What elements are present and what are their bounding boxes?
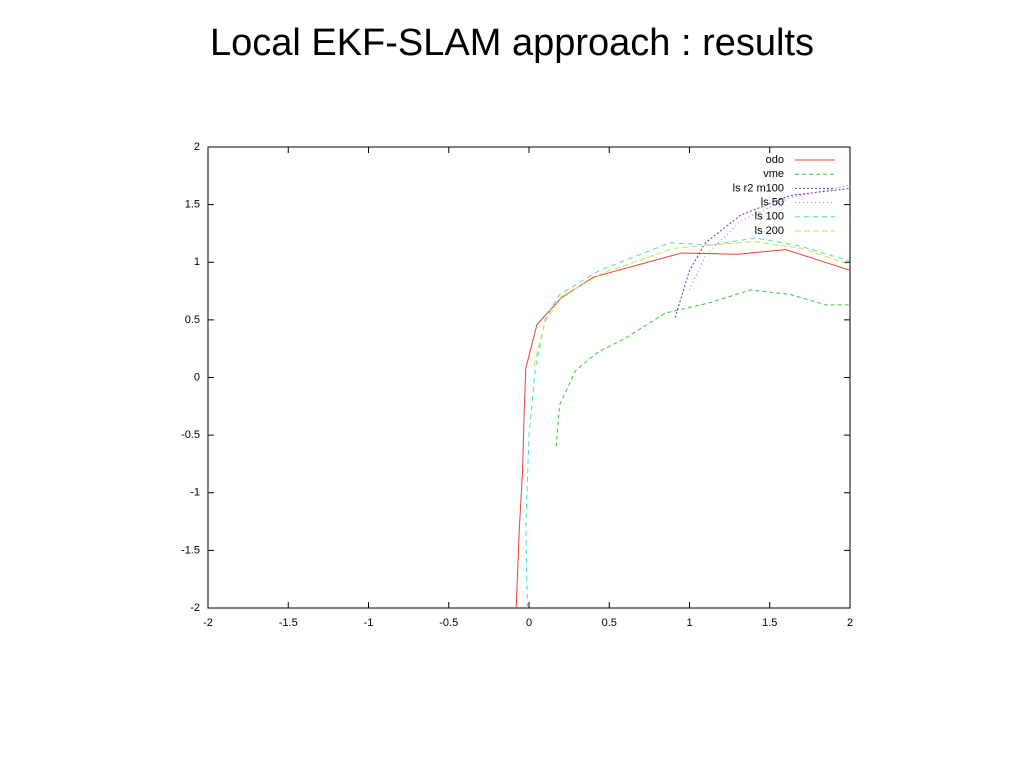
- x-tick-label: 1.5: [762, 617, 777, 629]
- x-tick-label: -1: [364, 617, 374, 629]
- x-tick-label: -2: [203, 617, 213, 629]
- x-tick-label: 0.5: [602, 617, 617, 629]
- legend-label: vme: [763, 168, 784, 180]
- y-tick-label: 0: [194, 371, 200, 383]
- series-line: [533, 240, 851, 367]
- series-line: [674, 188, 851, 318]
- x-tick-label: 2: [847, 617, 853, 629]
- x-tick-label: -0.5: [439, 617, 458, 629]
- legend-label: ls 50: [761, 197, 784, 209]
- legend-label: ls 200: [755, 225, 784, 237]
- y-tick-label: 1.5: [185, 199, 200, 211]
- legend-label: ls 100: [755, 211, 784, 223]
- legend-label: ls r2 m100: [733, 182, 784, 194]
- y-tick-label: -0.5: [181, 429, 200, 441]
- y-tick-label: 2: [194, 141, 200, 153]
- x-tick-label: 0: [526, 617, 532, 629]
- x-tick-label: 1: [686, 617, 692, 629]
- series-line: [515, 249, 851, 609]
- x-tick-label: -1.5: [279, 617, 298, 629]
- y-tick-label: 0.5: [185, 314, 200, 326]
- legend-label: odo: [766, 154, 784, 166]
- y-tick-label: -2: [190, 602, 200, 614]
- y-tick-label: 1: [194, 256, 200, 268]
- series-line: [525, 237, 851, 609]
- y-tick-label: -1.5: [181, 544, 200, 556]
- y-tick-label: -1: [190, 487, 200, 499]
- slide-title: Local EKF-SLAM approach : results: [210, 22, 814, 64]
- series-line: [555, 289, 850, 447]
